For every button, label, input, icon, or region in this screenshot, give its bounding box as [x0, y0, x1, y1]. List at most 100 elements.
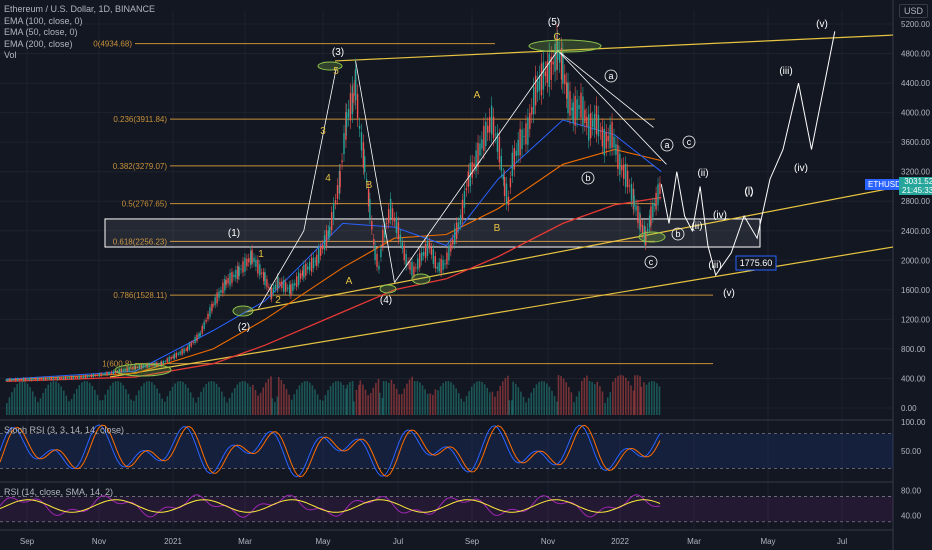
candle-body [635, 205, 637, 211]
indicator-ema50[interactable]: EMA (50, close, 0) [4, 27, 78, 37]
candle-body [94, 374, 97, 377]
y-tick-label: 1200.00 [901, 315, 930, 324]
volume-bar [285, 389, 288, 415]
volume-bar [565, 382, 568, 415]
y-tick-label: 2000.00 [901, 256, 930, 265]
volume-bar [303, 381, 306, 415]
volume-bar [16, 384, 18, 415]
candle-body [639, 220, 642, 227]
volume-bar [463, 401, 465, 415]
candle-body [237, 265, 239, 280]
volume-bar [359, 380, 362, 415]
x-tick-label: Nov [541, 537, 555, 546]
candle-body [68, 377, 71, 379]
candle-body [430, 247, 433, 255]
volume-bar [411, 376, 413, 415]
volume-bar [604, 402, 606, 415]
candle-body [558, 51, 561, 63]
candle-body [279, 281, 281, 286]
volume-bar [218, 387, 220, 415]
volume-bar [342, 384, 345, 415]
volume-bar [239, 382, 241, 415]
volume-bar [625, 377, 627, 415]
candle-body [312, 257, 315, 269]
candle-body [235, 269, 237, 279]
indicator-vol[interactable]: Vol [4, 50, 17, 60]
candle-body [132, 366, 134, 370]
rsi-title[interactable]: RSI (14, close, SMA, 14, 2) [4, 487, 114, 497]
stoch-rsi-title[interactable]: Stoch RSI (3, 3, 14, 14, close) [4, 425, 125, 435]
candle-body [263, 272, 265, 281]
candle-body [272, 287, 275, 293]
volume-bar [364, 389, 367, 415]
candle-body [100, 373, 102, 376]
volume-bar [213, 381, 215, 415]
candle-body [488, 116, 491, 133]
volume-bar [445, 381, 447, 415]
volume-bar [367, 395, 369, 415]
volume-bar [75, 388, 78, 415]
volume-bar [189, 392, 192, 415]
volume-bar [319, 399, 321, 415]
volume-bar [197, 397, 200, 415]
volume-bar [228, 397, 231, 415]
symbol-title[interactable]: Ethereum / U.S. Dollar, 1D, BINANCE [4, 4, 156, 14]
candle-body [473, 163, 475, 167]
volume-bar [408, 379, 411, 415]
candle-body [603, 128, 605, 156]
indicator-ema200[interactable]: EMA (200, close) [4, 38, 73, 49]
circled-wave-label: b [675, 229, 680, 239]
candle-body [509, 178, 512, 188]
pivot-ellipse [528, 39, 602, 53]
candle-body [432, 249, 435, 264]
currency-badge[interactable]: USD [898, 4, 928, 18]
candle-body [617, 144, 619, 169]
candle-body [301, 270, 304, 276]
candle-body [571, 107, 573, 111]
candle-body [90, 374, 93, 378]
candle-body [108, 373, 111, 375]
ticker-symbol: ETHUSD [865, 179, 904, 190]
candle-body [586, 116, 588, 127]
volume-bar [114, 381, 117, 415]
volume-bar [267, 378, 270, 415]
candle-body [62, 376, 65, 380]
volume-bar [465, 396, 468, 415]
candle-body [609, 124, 611, 149]
candle-body [59, 377, 61, 380]
circled-wave-label: c [687, 137, 692, 147]
volume-bar [346, 384, 349, 415]
candle-body [380, 248, 382, 258]
volume-bar [47, 384, 50, 415]
candle-body [645, 231, 647, 246]
candle-body [274, 284, 277, 289]
candle-body [481, 139, 483, 149]
candle-body [354, 68, 357, 101]
indicator-ema100[interactable]: EMA (100, close, 0) [4, 15, 83, 26]
candle-body [393, 217, 396, 222]
candle-body [576, 99, 578, 119]
volume-bar [31, 391, 34, 415]
volume-bar [220, 391, 223, 415]
candle-body [211, 303, 213, 312]
candle-body [531, 107, 533, 115]
candle-body [66, 377, 69, 379]
rsi-band [0, 496, 893, 522]
circled-wave-label: c [649, 257, 654, 267]
candle-body [24, 378, 27, 381]
wave-label-minor: B [494, 223, 501, 234]
stoch-tick-label: 50.00 [901, 447, 922, 456]
candle-body [378, 265, 380, 270]
candle-body [318, 248, 320, 264]
candle-body [160, 361, 163, 366]
volume-bar [473, 383, 476, 415]
volume-bar [122, 385, 125, 415]
volume-bar [507, 375, 509, 415]
volume-bar [557, 375, 560, 415]
candle-body [358, 126, 361, 129]
candle-body [438, 262, 440, 272]
x-tick-label: Jul [393, 537, 403, 546]
wave-label-minor: 3 [320, 126, 326, 137]
candle-body [11, 378, 13, 381]
